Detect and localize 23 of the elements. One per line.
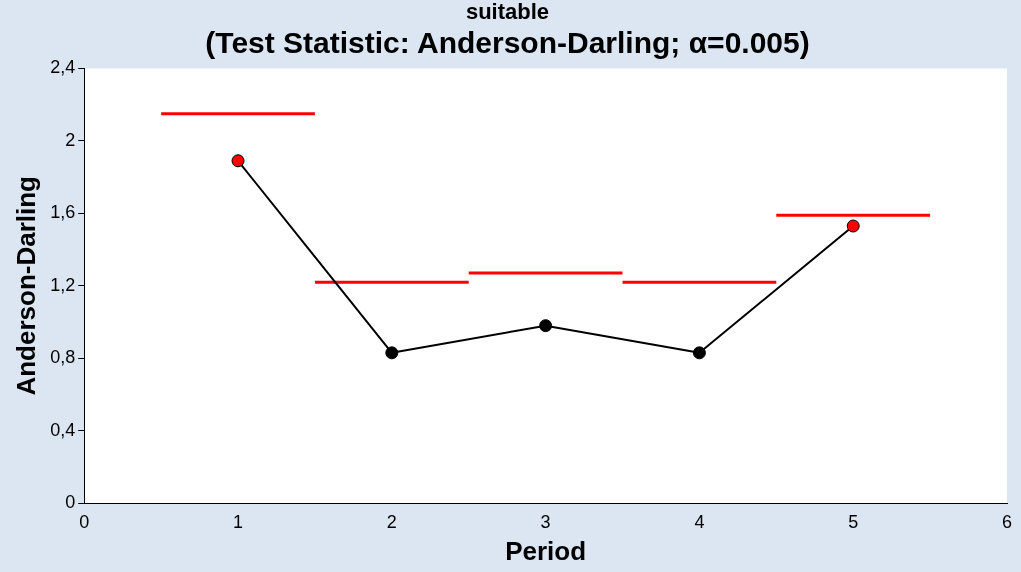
y-tick-label: 0,8 [50,347,76,368]
y-tick-label: 1,2 [50,274,76,295]
y-tick-label: 2,4 [50,57,76,78]
y-tick-label: 0,4 [50,419,76,440]
y-tick-label: 1,6 [50,202,76,223]
chart-title: suitable [465,0,550,25]
x-tick-label: 5 [848,511,859,532]
point [846,219,860,233]
point [692,346,706,360]
x-tick-label: 0 [79,511,90,532]
point [231,154,245,168]
point [539,319,553,333]
x-tick-label: 3 [540,511,551,532]
point [385,346,399,360]
x-tick-label: 4 [694,511,705,532]
x-axis-title: Period [505,535,587,566]
y-tick-label: 2 [65,129,76,150]
x-tick-label: 6 [1001,511,1013,532]
x-tick-label: 2 [386,511,397,532]
chart-subtitle: (Test Statistic: Anderson-Darling; α=0.005) [205,25,810,59]
x-tick-label: 1 [233,511,244,532]
y-tick-label: 0 [65,492,76,513]
y-axis-title: Anderson-Darling [10,176,41,396]
